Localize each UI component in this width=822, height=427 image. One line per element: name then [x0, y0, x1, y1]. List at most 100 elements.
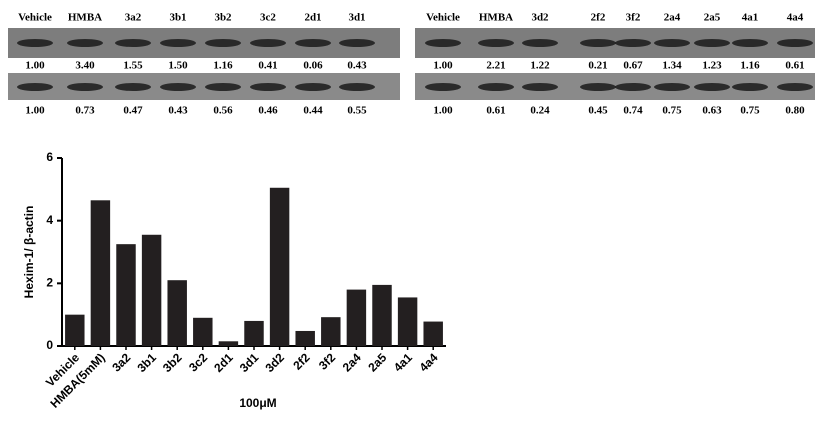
hexim-ratio: 0.41 — [258, 60, 277, 72]
lane-label: Vehicle — [18, 12, 52, 24]
bar — [219, 341, 238, 346]
y-tick-label: 0 — [46, 338, 53, 352]
bar — [372, 285, 391, 346]
actin-ratio: 0.80 — [785, 105, 805, 117]
hexim-ratio: 1.16 — [213, 60, 233, 72]
actin-ratio: 0.55 — [347, 105, 367, 117]
lane-label: 3b2 — [214, 12, 232, 24]
band — [250, 39, 286, 47]
band — [160, 39, 196, 47]
lane-label: 2d1 — [304, 12, 321, 24]
y-axis-label: Hexim-1/ β-actin — [22, 206, 36, 299]
x-tick-label: 3f2 — [316, 350, 338, 372]
bar — [167, 280, 186, 346]
band — [67, 83, 103, 91]
x-tick-label: 3b1 — [134, 350, 159, 375]
band — [17, 39, 53, 47]
figure: Hexim-1/ β-actin 100μM Vehicle1.001.00HM… — [0, 0, 822, 422]
band — [478, 39, 514, 47]
band — [694, 83, 730, 91]
actin-ratio: 0.61 — [486, 105, 505, 117]
band — [339, 83, 375, 91]
x-tick-label: 2d1 — [211, 350, 236, 375]
band — [694, 39, 730, 47]
hexim-ratio: 1.00 — [433, 60, 453, 72]
band — [295, 39, 331, 47]
bar — [295, 331, 314, 346]
band — [522, 83, 558, 91]
band — [67, 39, 103, 47]
lane-label: 4a1 — [742, 12, 759, 24]
hexim-ratio: 1.16 — [740, 60, 760, 72]
x-tick-label: 2f2 — [290, 350, 312, 372]
x-tick-label: 3d2 — [262, 350, 287, 375]
bar — [142, 235, 161, 346]
band — [777, 39, 813, 47]
bar — [398, 297, 417, 346]
actin-ratio: 0.46 — [258, 105, 278, 117]
lane-label: 3d1 — [348, 12, 365, 24]
bar — [65, 315, 84, 346]
hexim-ratio: 1.22 — [530, 60, 550, 72]
actin-ratio: 1.00 — [433, 105, 453, 117]
bar — [91, 200, 110, 346]
y-tick-label: 4 — [46, 213, 53, 227]
hexim-ratio: 0.21 — [588, 60, 607, 72]
hexim-ratio: 1.50 — [168, 60, 188, 72]
x-tick-label: 3b2 — [160, 350, 185, 375]
band — [732, 39, 768, 47]
bar — [423, 322, 442, 346]
band — [615, 39, 651, 47]
band — [205, 83, 241, 91]
band — [732, 83, 768, 91]
bar — [116, 244, 135, 346]
lane-label: 3f2 — [626, 12, 641, 24]
actin-ratio: 0.63 — [702, 105, 722, 117]
bar — [321, 317, 340, 346]
hexim-ratio: 1.55 — [123, 60, 143, 72]
band — [478, 83, 514, 91]
actin-ratio: 0.24 — [530, 105, 550, 117]
hexim-ratio: 0.06 — [303, 60, 323, 72]
band — [160, 83, 196, 91]
x-tick-label: 3d1 — [237, 350, 262, 375]
actin-ratio: 0.56 — [213, 105, 233, 117]
actin-ratio: 0.73 — [75, 105, 95, 117]
band — [295, 83, 331, 91]
band — [425, 39, 461, 47]
hexim-ratio: 1.23 — [702, 60, 722, 72]
lane-label: 2a5 — [704, 12, 721, 24]
actin-ratio: 0.47 — [123, 105, 143, 117]
lane-label: 3d2 — [531, 12, 549, 24]
hexim-ratio: 1.34 — [662, 60, 682, 72]
band — [17, 83, 53, 91]
band — [115, 83, 151, 91]
band — [425, 83, 461, 91]
lane-label: 2a4 — [664, 12, 681, 24]
lane-label: 3b1 — [169, 12, 186, 24]
band — [339, 39, 375, 47]
hexim-ratio: 0.67 — [623, 60, 643, 72]
bar — [244, 321, 263, 346]
x-tick-label: 4a4 — [417, 350, 441, 374]
band — [205, 39, 241, 47]
actin-ratio: 0.75 — [740, 105, 760, 117]
bar — [270, 188, 289, 346]
bar — [347, 290, 366, 346]
lane-label: 3a2 — [125, 12, 142, 24]
band — [522, 39, 558, 47]
x-tick-label: 3a2 — [109, 350, 133, 374]
hexim-ratio: 0.43 — [347, 60, 367, 72]
actin-ratio: 0.44 — [303, 105, 323, 117]
band — [777, 83, 813, 91]
lane-label: 4a4 — [787, 12, 804, 24]
hexim-ratio: 0.61 — [785, 60, 804, 72]
x-tick-label: 2a5 — [365, 350, 389, 374]
hexim-ratio: 1.00 — [25, 60, 45, 72]
x-tick-label: 4a1 — [391, 350, 415, 374]
x-axis-label: 100μM — [239, 396, 276, 410]
band — [250, 83, 286, 91]
band — [580, 83, 616, 91]
x-tick-label: 2a4 — [340, 350, 364, 374]
y-tick-label: 2 — [46, 276, 53, 290]
